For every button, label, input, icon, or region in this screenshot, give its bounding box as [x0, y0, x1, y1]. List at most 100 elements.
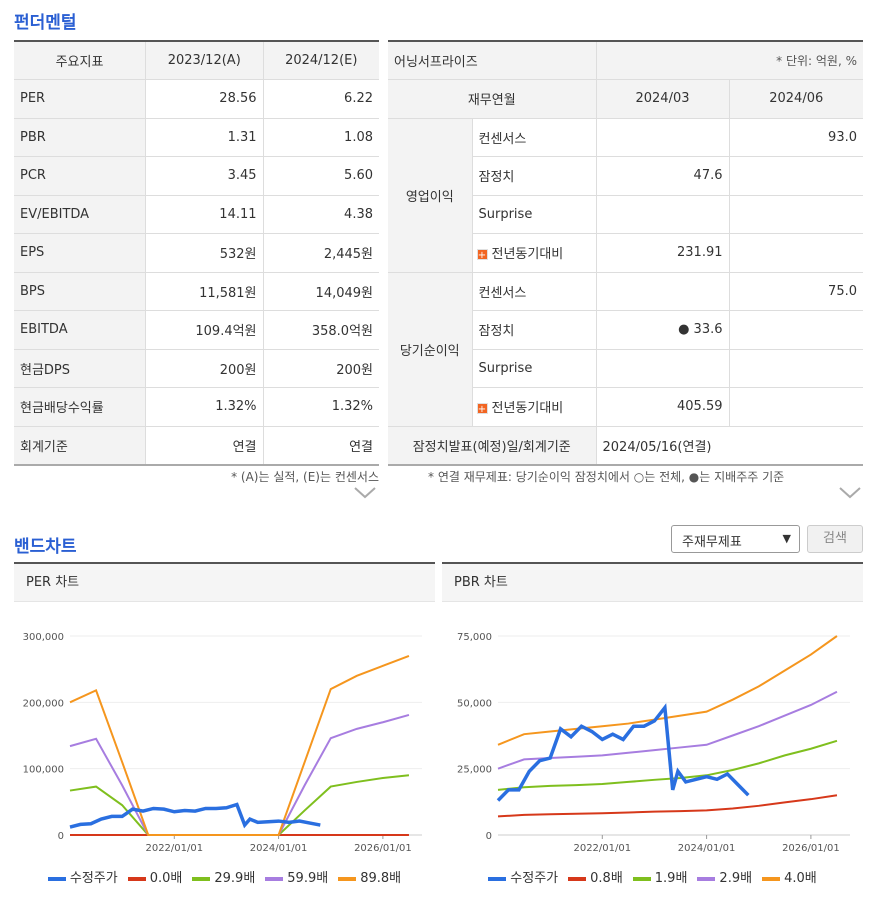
- row-label: 전년동기대비: [491, 401, 564, 417]
- pbr-chart: PBR 차트 75,000 50,000 25,000 0 2022/01/01 2024…: [442, 562, 863, 886]
- period-1: 2024/03: [595, 79, 730, 119]
- pbr-chart-legend: 수정주가 0.8배 1.9배 2.9배 4.0배: [442, 867, 863, 886]
- actual-value: 532원: [144, 233, 264, 273]
- legend-swatch: [192, 876, 211, 881]
- table-row: Surprise: [388, 194, 863, 234]
- value-1: ● 33.6: [595, 310, 730, 350]
- pbr-chart-plot: 75,000 50,000 25,000 0 2022/01/01 2024/01/01 2…: [457, 632, 850, 854]
- value-1: [595, 348, 730, 388]
- value-2: [728, 387, 863, 427]
- select-value: 주재무제표: [682, 535, 742, 550]
- legend-item[interactable]: 4.0배: [762, 871, 817, 886]
- table-row: + 전년동기대비 405.59: [388, 387, 863, 427]
- legend-label: 1.9배: [654, 871, 688, 886]
- row-label: EV/EBITDA: [14, 194, 146, 234]
- legend-label: 0.8배: [590, 871, 623, 886]
- legend-swatch: [127, 876, 146, 881]
- row-label: EBITDA: [14, 310, 146, 350]
- chevron-down-icon[interactable]: [353, 486, 377, 500]
- x-tick-label: 2026/01/01: [782, 843, 840, 854]
- table-row: 영업이익 컨센서스 93.0: [388, 117, 863, 273]
- x-tick-label: 2026/01/01: [354, 843, 412, 854]
- legend-item[interactable]: 59.9배: [265, 871, 328, 886]
- row-label: Surprise: [472, 194, 597, 234]
- estimate-value: 200원: [262, 348, 379, 388]
- price-line: [496, 703, 750, 802]
- search-button[interactable]: 검색: [807, 525, 863, 553]
- legend-item[interactable]: 1.9배: [632, 871, 688, 886]
- legend-item[interactable]: 0.0배: [127, 871, 183, 886]
- announce-date-value: 2024/05/16(연결): [595, 425, 863, 465]
- estimate-value: 1.32%: [262, 387, 379, 427]
- table-row: EBITDA 109.4억원 358.0억원: [14, 310, 379, 350]
- legend-swatch: [265, 876, 284, 881]
- value-2: 75.0: [728, 271, 863, 311]
- table-row: 당기순이익 컨센서스 75.0: [388, 271, 863, 427]
- header-actual: 2023/12(A): [144, 40, 264, 80]
- legend-label: 수정주가: [69, 871, 118, 886]
- table-row: 잠정치 47.6: [388, 156, 863, 196]
- table-row: PBR 1.31 1.08: [14, 117, 379, 157]
- x-tick-label: 2022/01/01: [145, 843, 203, 854]
- table-row: 회계기준 연결 연결: [14, 425, 379, 465]
- actual-value: 연결: [144, 425, 264, 465]
- table-row: EPS 532원 2,445원: [14, 233, 379, 273]
- earnings-title: 어닝서프라이즈: [388, 40, 597, 80]
- value-2: [728, 233, 863, 273]
- table-row: Surprise: [388, 348, 863, 388]
- band-line-89.8배: [69, 654, 410, 836]
- table-row: BPS 11,581원 14,049원: [14, 271, 379, 311]
- statement-select[interactable]: 주재무제표 ▼: [671, 525, 800, 553]
- legend-item[interactable]: 수정주가: [47, 871, 118, 886]
- value-2: [728, 348, 863, 388]
- legend-label: 29.9배: [214, 871, 256, 886]
- legend-item[interactable]: 89.8배: [338, 871, 401, 886]
- group-net-income: 당기순이익: [388, 271, 473, 427]
- chevron-down-icon: ▼: [782, 532, 791, 545]
- legend-item[interactable]: 29.9배: [192, 871, 255, 886]
- estimate-value: 14,049원: [262, 271, 379, 311]
- y-tick-label: 0: [58, 831, 64, 842]
- row-label: 현금배당수익률: [14, 387, 146, 427]
- legend-item[interactable]: 2.9배: [697, 871, 752, 886]
- per-chart-title: PER 차트: [14, 564, 435, 602]
- row-label: PCR: [14, 156, 146, 196]
- per-chart-legend: 수정주가 0.0배 29.9배 59.9배 89.8배: [14, 867, 435, 886]
- y-tick-label: 100,000: [23, 765, 64, 776]
- legend-item[interactable]: 수정주가: [488, 871, 558, 886]
- estimate-value: 4.38: [262, 194, 379, 234]
- estimate-value: 1.08: [262, 117, 379, 157]
- row-label: PBR: [14, 117, 146, 157]
- row-label: 컨센서스: [471, 271, 597, 311]
- estimate-value: 2,445원: [262, 233, 379, 273]
- value-1: 47.6: [595, 156, 730, 196]
- fundamentals-table: 주요지표 2023/12(A) 2024/12(E) PER 28.56 6.22 …: [14, 40, 379, 466]
- row-label: Surprise: [472, 348, 597, 388]
- legend-item[interactable]: 0.8배: [568, 871, 623, 886]
- unit-note: * 단위: 억원, %: [595, 40, 863, 80]
- x-tick-label: 2022/01/01: [573, 843, 631, 854]
- row-label: 회계기준: [14, 425, 146, 465]
- period-header: 재무연월: [388, 79, 597, 119]
- expand-plus-icon[interactable]: +: [476, 249, 488, 262]
- fundamentals-title: 펀더멘털: [14, 13, 77, 33]
- table-row: PCR 3.45 5.60: [14, 156, 379, 196]
- value-1: [595, 117, 730, 157]
- row-label: 현금DPS: [14, 348, 146, 388]
- value-1: 231.91: [595, 233, 730, 273]
- row-label: 전년동기대비: [491, 247, 564, 263]
- legend-label: 0.0배: [149, 871, 183, 886]
- header-estimate: 2024/12(E): [262, 40, 379, 80]
- actual-value: 1.31: [144, 117, 264, 157]
- actual-value: 3.45: [144, 156, 264, 196]
- legend-label: 59.9배: [287, 871, 329, 886]
- per-chart-plot: 300,000 200,000 100,000 0 2022/01/01 2024/01/…: [23, 632, 422, 854]
- chevron-down-icon[interactable]: [838, 486, 862, 500]
- y-tick-label: 300,000: [23, 632, 64, 643]
- legend-swatch: [697, 876, 716, 881]
- expand-plus-icon[interactable]: +: [476, 403, 488, 416]
- fundamentals-note: * (A)는 실적, (E)는 컨센서스: [231, 470, 379, 484]
- value-1: [595, 194, 730, 234]
- y-tick-label: 200,000: [23, 698, 64, 709]
- value-2: [728, 194, 863, 234]
